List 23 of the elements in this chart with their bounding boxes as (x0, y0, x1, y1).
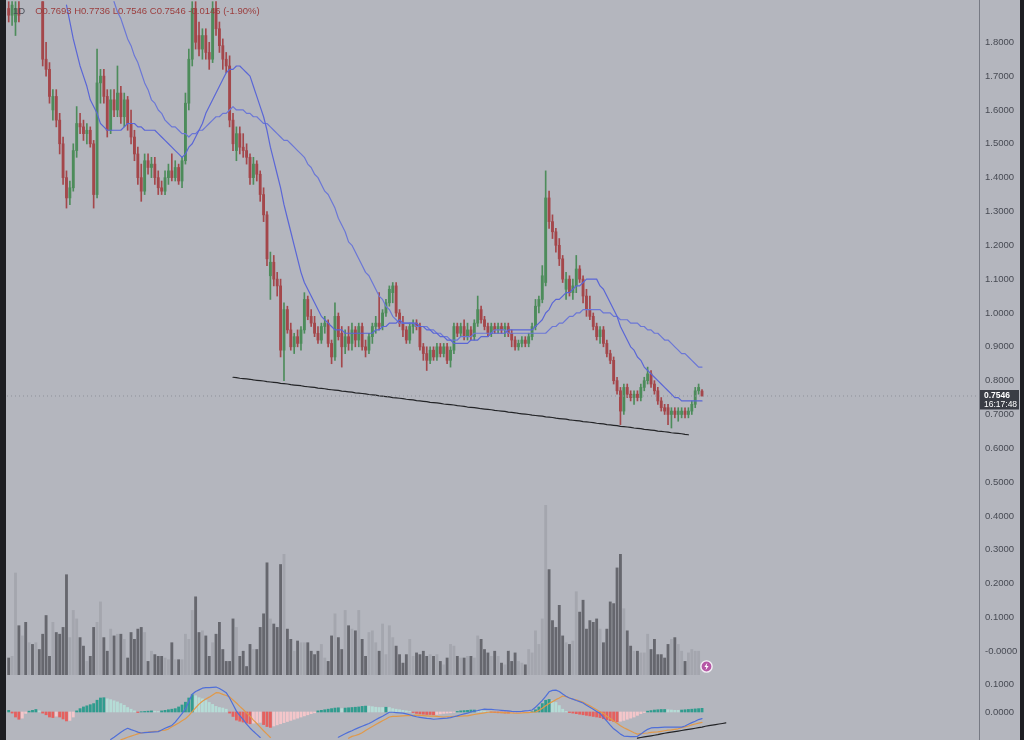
y-tick-label: 0.5000 (985, 475, 1015, 487)
y-tick-label: 0.0000 (985, 705, 1015, 717)
y-tick-label: 1.6000 (985, 103, 1015, 115)
y-tick-label: 1.8000 (985, 35, 1015, 47)
y-tick-label: 0.6000 (985, 441, 1015, 453)
y-tick-label: 1.3000 (985, 205, 1015, 217)
y-tick-label: 0.3000 (985, 543, 1015, 555)
y-tick-label: -0.0000 (985, 644, 1018, 656)
y-tick-label: 0.8000 (985, 374, 1015, 386)
y-tick-label: 1.1000 (985, 272, 1015, 284)
y-tick-label: 1.2000 (985, 238, 1015, 250)
y-tick-label: 1.0000 (985, 306, 1015, 318)
y-tick-label: 1.4000 (985, 171, 1015, 183)
y-tick-label: 0.7000 (985, 408, 1015, 420)
y-tick-label: 1.5000 (985, 137, 1015, 149)
y-tick-label: 1.7000 (985, 69, 1015, 81)
y-tick-label: 0.1000 (985, 611, 1015, 623)
y-tick-label: 0.4000 (985, 509, 1015, 521)
text: 16:17:48 (984, 399, 1018, 410)
y-tick-label: 0.9000 (985, 340, 1015, 352)
y-tick-label: 0.2000 (985, 577, 1015, 589)
y-tick-label: 0.1000 (985, 677, 1015, 689)
ref-line-label: 0.7546 (984, 389, 1011, 400)
